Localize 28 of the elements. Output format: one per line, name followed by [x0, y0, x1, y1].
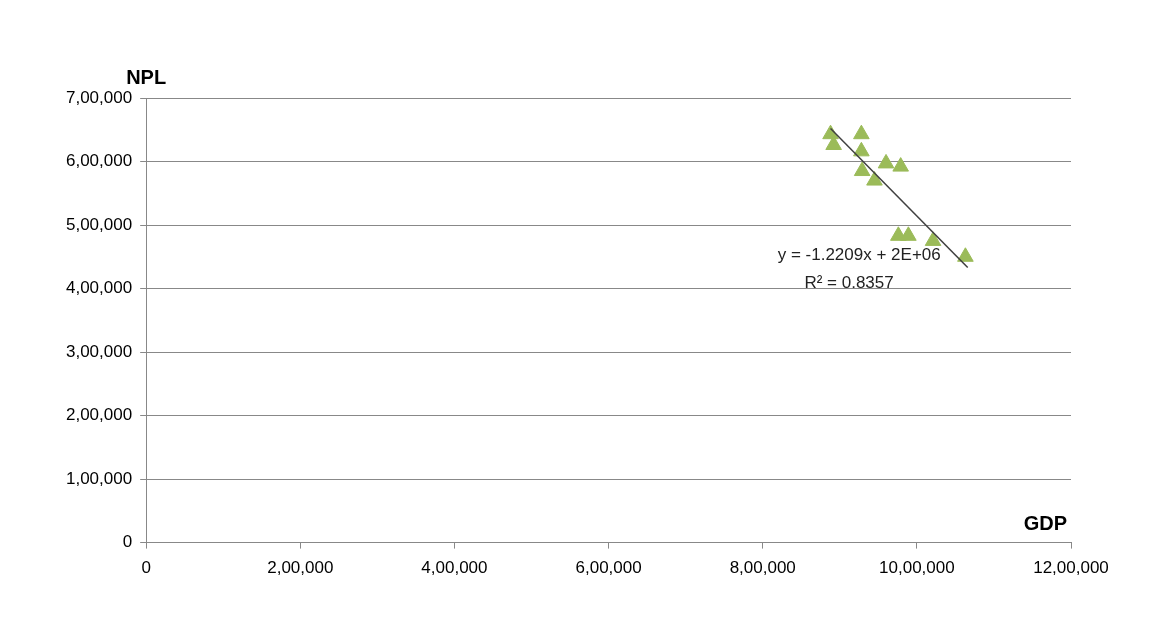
y-tick-label: 7,00,000 [65, 87, 133, 107]
y-tick-label: 0 [122, 532, 133, 552]
y-tick-label: 3,00,000 [65, 341, 133, 361]
y-tick-label: 1,00,000 [65, 468, 133, 488]
point [877, 153, 895, 169]
point [892, 157, 909, 172]
y-tick-label: 5,00,000 [65, 214, 133, 234]
y-tick-label: 2,00,000 [65, 405, 133, 425]
annotation: R² = 0.8357 [804, 273, 894, 293]
x-tick-label: 8,00,000 [729, 558, 796, 578]
x-tick-label: 2,00,000 [267, 558, 334, 578]
y-tick-label: 6,00,000 [65, 151, 133, 171]
point [957, 247, 974, 262]
y-tick-label: 4,00,000 [65, 278, 133, 298]
point [853, 124, 870, 140]
x-tick-label: 10,00,000 [879, 558, 955, 578]
x-tick-label: 0 [141, 558, 151, 578]
point [924, 231, 942, 246]
x-tick-label: 6,00,000 [575, 558, 642, 578]
point [900, 226, 917, 241]
point [853, 161, 871, 177]
x-axis-title: GDP [1023, 512, 1067, 535]
point [853, 141, 870, 157]
point [866, 171, 883, 186]
x-tick-label: 4,00,000 [421, 558, 488, 578]
x-tick-label: 12,00,000 [1033, 558, 1109, 578]
annotation: y = -1.2209x + 2E+06 [777, 245, 941, 265]
y-axis-title: NPL [126, 65, 167, 88]
